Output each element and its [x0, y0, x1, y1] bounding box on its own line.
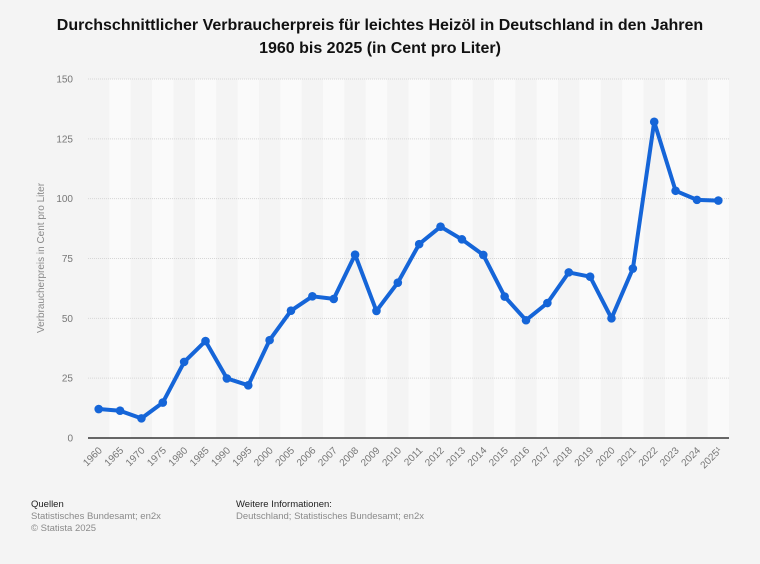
chart-title: Durchschnittlicher Verbraucherpreis für … [56, 17, 704, 57]
x-tick-label: 1980 [167, 445, 191, 469]
x-tick-label: 2016 [509, 445, 533, 469]
x-tick-label: 2021 [615, 445, 639, 469]
band [536, 79, 559, 438]
x-tick-label: 2005 [274, 445, 298, 469]
band [408, 79, 430, 438]
band [451, 79, 473, 438]
data-point-2025[interactable] [714, 196, 723, 205]
sources-heading: Quellen [31, 499, 64, 510]
data-point-1965[interactable] [115, 406, 125, 416]
x-tick-label: 1960 [81, 445, 105, 469]
x-tick-label: 2008 [338, 445, 362, 469]
data-point-2020[interactable] [607, 314, 616, 323]
x-tick-label: 1970 [124, 445, 148, 469]
data-point-1970[interactable] [137, 414, 146, 423]
data-point-2021[interactable] [628, 264, 638, 273]
info-heading[interactable]: Weitere Informationen: [236, 499, 332, 510]
y-axis-label: Verbraucherpreis in Cent pro Liter [36, 182, 47, 333]
data-point-2005[interactable] [286, 306, 296, 315]
x-tick-label: 2022 [637, 445, 661, 469]
y-tick-label: 75 [62, 254, 74, 265]
x-tick-label: 1985 [188, 445, 212, 469]
data-point-2006[interactable] [308, 292, 317, 301]
x-tick-label: 1990 [209, 445, 233, 469]
y-tick-label: 50 [62, 314, 74, 325]
y-tick-label: 150 [56, 75, 73, 86]
y-tick-label: 0 [67, 434, 73, 445]
sources-text: Statistisches Bundesamt; en2x [31, 511, 161, 522]
y-axis-ticks: 0 25 50 75 100 125 150 [56, 75, 73, 445]
x-axis-ticks: 1960196519701975198019851990199520002005… [81, 445, 725, 471]
x-tick-label: 2020 [594, 445, 618, 469]
data-point-1990[interactable] [222, 374, 232, 383]
sources-block: Quellen Statistisches Bundesamt; en2x © … [31, 499, 161, 535]
data-point-2011[interactable] [414, 239, 424, 249]
info-block: Weitere Informationen: Deutschland; Stat… [236, 499, 424, 523]
band [323, 79, 345, 438]
x-tick-label: 2015 [487, 445, 511, 469]
data-points [94, 117, 723, 423]
x-tick-label: 2013 [445, 445, 469, 469]
x-tick-label: 1975 [145, 445, 169, 469]
data-point-2000[interactable] [265, 335, 274, 345]
data-point-2018[interactable] [564, 268, 574, 277]
data-point-1995[interactable] [243, 381, 253, 390]
data-point-2022[interactable] [649, 117, 659, 127]
x-tick-label: 2014 [466, 445, 490, 469]
data-point-2023[interactable] [671, 186, 680, 196]
x-tick-label: 1965 [103, 445, 127, 469]
data-point-2019[interactable] [585, 272, 595, 281]
data-point-1960[interactable] [94, 404, 103, 414]
x-tick-label: 2010 [380, 445, 404, 469]
data-point-2009[interactable] [372, 306, 381, 316]
data-point-2024[interactable] [692, 195, 702, 205]
data-point-1975[interactable] [158, 398, 168, 407]
data-point-1980[interactable] [179, 357, 189, 367]
gridlines [88, 78, 729, 379]
y-tick-label: 100 [56, 194, 73, 205]
y-tick-label: 25 [62, 374, 74, 385]
x-tick-label: 1995 [231, 445, 255, 469]
x-tick-label: 2012 [423, 445, 447, 469]
data-point-2007[interactable] [329, 294, 339, 304]
copyright[interactable]: © Statista 2025 [31, 523, 97, 534]
x-tick-label: 2000 [252, 445, 276, 469]
x-tick-label: 2011 [402, 445, 425, 468]
data-point-2016[interactable] [521, 315, 531, 325]
x-tick-label: 2019 [573, 445, 597, 469]
x-tick-label: 2007 [316, 445, 340, 469]
x-tick-label: 2017 [530, 445, 554, 469]
x-tick-label: 2018 [551, 445, 575, 469]
data-point-2008[interactable] [350, 250, 360, 259]
data-point-2015[interactable] [500, 292, 509, 301]
series-line [96, 119, 721, 421]
x-tick-label: 2023 [658, 445, 682, 469]
data-point-1985[interactable] [201, 336, 210, 346]
x-tick-label: 2009 [359, 445, 383, 469]
data-point-2013[interactable] [457, 235, 467, 244]
data-point-2017[interactable] [543, 298, 552, 308]
info-text: Deutschland; Statistisches Bundesamt; en… [236, 511, 424, 522]
data-point-2014[interactable] [478, 250, 488, 260]
data-point-2010[interactable] [393, 278, 403, 287]
x-tick-label: 2025¹ [699, 445, 725, 471]
y-tick-label: 125 [56, 134, 73, 145]
x-tick-label: 2006 [295, 445, 319, 469]
data-point-2012[interactable] [436, 222, 445, 231]
